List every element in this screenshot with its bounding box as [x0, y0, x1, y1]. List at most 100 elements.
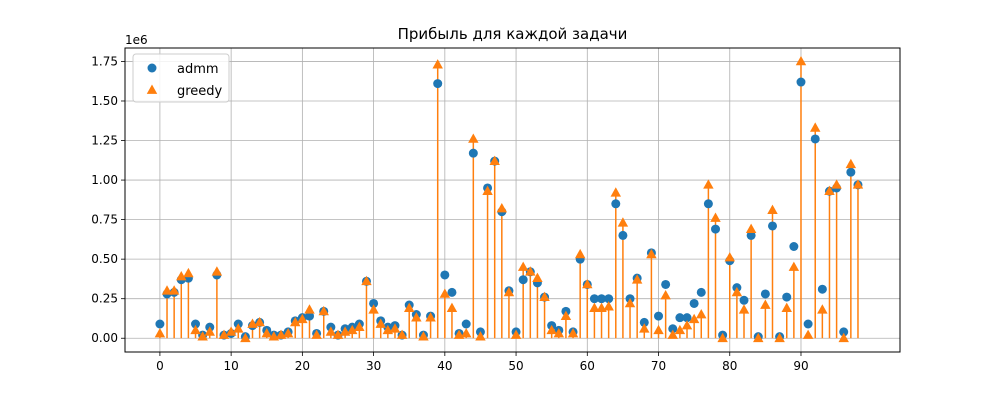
legend-marker-greedy: [146, 84, 158, 94]
point-greedy: [489, 155, 500, 165]
point-greedy: [738, 304, 750, 314]
point-greedy: [318, 305, 329, 316]
point-greedy: [617, 217, 629, 227]
x-tick-label: 70: [651, 359, 666, 373]
point-greedy: [304, 304, 315, 314]
point-greedy: [660, 290, 671, 300]
point-greedy: [681, 320, 693, 330]
point-admm: [767, 221, 777, 231]
point-greedy: [653, 324, 664, 335]
point-greedy: [389, 323, 401, 333]
point-greedy: [332, 329, 344, 339]
point-greedy: [703, 179, 714, 189]
point-admm: [789, 242, 799, 252]
point-admm: [611, 199, 621, 209]
point-greedy: [817, 304, 828, 314]
point-admm: [604, 294, 614, 304]
x-tick-label: 10: [223, 359, 238, 373]
point-greedy: [168, 285, 180, 295]
point-greedy: [745, 223, 757, 233]
point-greedy: [311, 329, 322, 339]
point-greedy: [724, 252, 735, 262]
legend-marker-admm: [147, 63, 157, 73]
point-greedy: [347, 324, 358, 335]
point-greedy: [368, 304, 379, 314]
point-greedy: [183, 267, 194, 278]
x-tick-label: 40: [437, 359, 452, 373]
legend: admm greedy: [132, 53, 230, 103]
point-greedy: [510, 329, 522, 339]
point-admm: [433, 79, 443, 89]
point-admm: [782, 292, 792, 302]
point-greedy: [624, 297, 636, 308]
y-tick-label: 1.75: [91, 54, 118, 68]
point-greedy: [795, 55, 807, 66]
axes: 0 10 20 30 40 50 60 70 80 90 0.00 0.25 0.50 0.75 1.00 1…: [91, 54, 808, 373]
x-tick-label: 0: [156, 359, 164, 373]
point-admm: [760, 289, 770, 299]
point-greedy: [788, 261, 800, 271]
point-greedy: [760, 299, 771, 309]
point-greedy: [824, 185, 835, 195]
point-admm: [461, 319, 471, 329]
point-greedy: [439, 288, 451, 298]
point-greedy: [610, 187, 622, 197]
legend-label-admm: admm: [177, 62, 219, 77]
point-greedy: [553, 327, 565, 338]
point-greedy: [838, 332, 849, 343]
y-tick-label: 0.50: [91, 252, 118, 266]
grid: [125, 48, 900, 352]
point-greedy: [767, 204, 778, 214]
point-admm: [803, 319, 813, 329]
point-greedy: [468, 133, 479, 143]
point-greedy: [696, 309, 707, 319]
point-admm: [810, 134, 820, 144]
point-greedy: [460, 327, 472, 338]
point-admm: [711, 224, 721, 234]
x-tick-label: 90: [793, 359, 808, 373]
x-tick-label: 50: [508, 359, 523, 373]
point-admm: [817, 284, 827, 294]
point-greedy: [717, 332, 728, 343]
point-admm: [191, 319, 201, 329]
markers: [154, 55, 864, 343]
point-greedy: [418, 331, 429, 341]
point-greedy: [211, 266, 223, 276]
point-greedy: [688, 313, 700, 324]
point-admm: [639, 317, 649, 327]
point-greedy: [475, 331, 486, 341]
point-greedy: [582, 278, 593, 289]
point-admm: [155, 319, 165, 329]
point-admm: [304, 311, 314, 321]
plot-frame: [124, 47, 901, 353]
point-greedy: [503, 286, 515, 297]
point-admm: [689, 298, 699, 308]
point-greedy: [667, 329, 678, 339]
point-admm: [468, 148, 478, 158]
point-greedy: [375, 318, 386, 328]
point-greedy: [197, 331, 208, 341]
point-greedy: [190, 324, 201, 335]
point-greedy: [517, 261, 529, 271]
point-greedy: [403, 302, 415, 313]
point-greedy: [496, 203, 508, 213]
x-tick-label: 30: [366, 359, 381, 373]
point-admm: [661, 279, 671, 289]
point-admm: [618, 230, 628, 240]
point-greedy: [204, 326, 215, 336]
point-greedy: [845, 158, 857, 169]
y-tick-label: 1.00: [91, 173, 118, 187]
point-greedy: [240, 332, 251, 343]
y-tick-label: 0.00: [91, 331, 118, 345]
point-greedy: [290, 316, 301, 327]
legend-label-greedy: greedy: [177, 84, 223, 99]
point-admm: [746, 230, 756, 240]
point-admm: [589, 294, 599, 304]
point-admm: [518, 275, 528, 285]
point-greedy: [282, 327, 294, 338]
point-greedy: [710, 212, 721, 222]
point-greedy: [354, 321, 365, 332]
x-tick-label: 20: [295, 359, 310, 373]
point-admm: [447, 287, 457, 297]
point-greedy: [646, 248, 657, 259]
